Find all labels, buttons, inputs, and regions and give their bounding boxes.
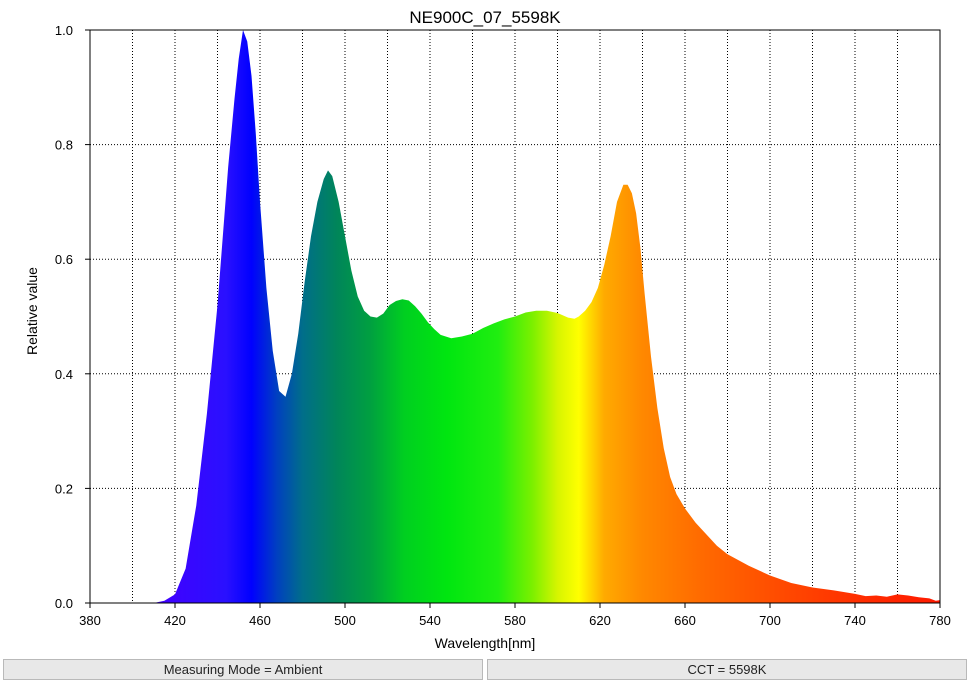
y-tick-label: 0.2 [55, 481, 73, 496]
status-bar: Measuring Mode = Ambient CCT = 5598K [0, 658, 970, 683]
x-tick-label: 740 [844, 613, 866, 628]
cct-status: CCT = 5598K [487, 659, 967, 680]
axis-ticks [85, 29, 941, 608]
x-tick-label: 380 [79, 613, 101, 628]
x-tick-label: 660 [674, 613, 696, 628]
x-tick-label: 420 [164, 613, 186, 628]
y-tick-labels: 0.0 0.2 0.4 0.6 0.8 1.0 [55, 23, 73, 611]
x-tick-label: 580 [504, 613, 526, 628]
y-tick-label: 0.0 [55, 596, 73, 611]
x-axis-label: Wavelength[nm] [435, 635, 536, 651]
y-tick-label: 0.6 [55, 252, 73, 267]
x-tick-label: 500 [334, 613, 356, 628]
x-tick-label: 540 [419, 613, 441, 628]
x-tick-label: 460 [249, 613, 271, 628]
y-tick-label: 0.8 [55, 138, 73, 153]
x-tick-label: 620 [589, 613, 611, 628]
spectrum-area [90, 30, 940, 603]
chart-title: NE900C_07_5598K [409, 8, 561, 27]
y-axis-label: Relative value [24, 267, 40, 355]
y-tick-label: 0.4 [55, 367, 73, 382]
x-tick-label: 700 [759, 613, 781, 628]
spectrum-chart: NE900C_07_5598K 380 420 460 500 540 580 620 660… [24, 8, 951, 651]
measuring-mode-status: Measuring Mode = Ambient [3, 659, 483, 680]
y-tick-label: 1.0 [55, 23, 73, 38]
x-tick-label: 780 [929, 613, 951, 628]
x-tick-labels: 380 420 460 500 540 580 620 660 700 740 780 [79, 613, 951, 628]
